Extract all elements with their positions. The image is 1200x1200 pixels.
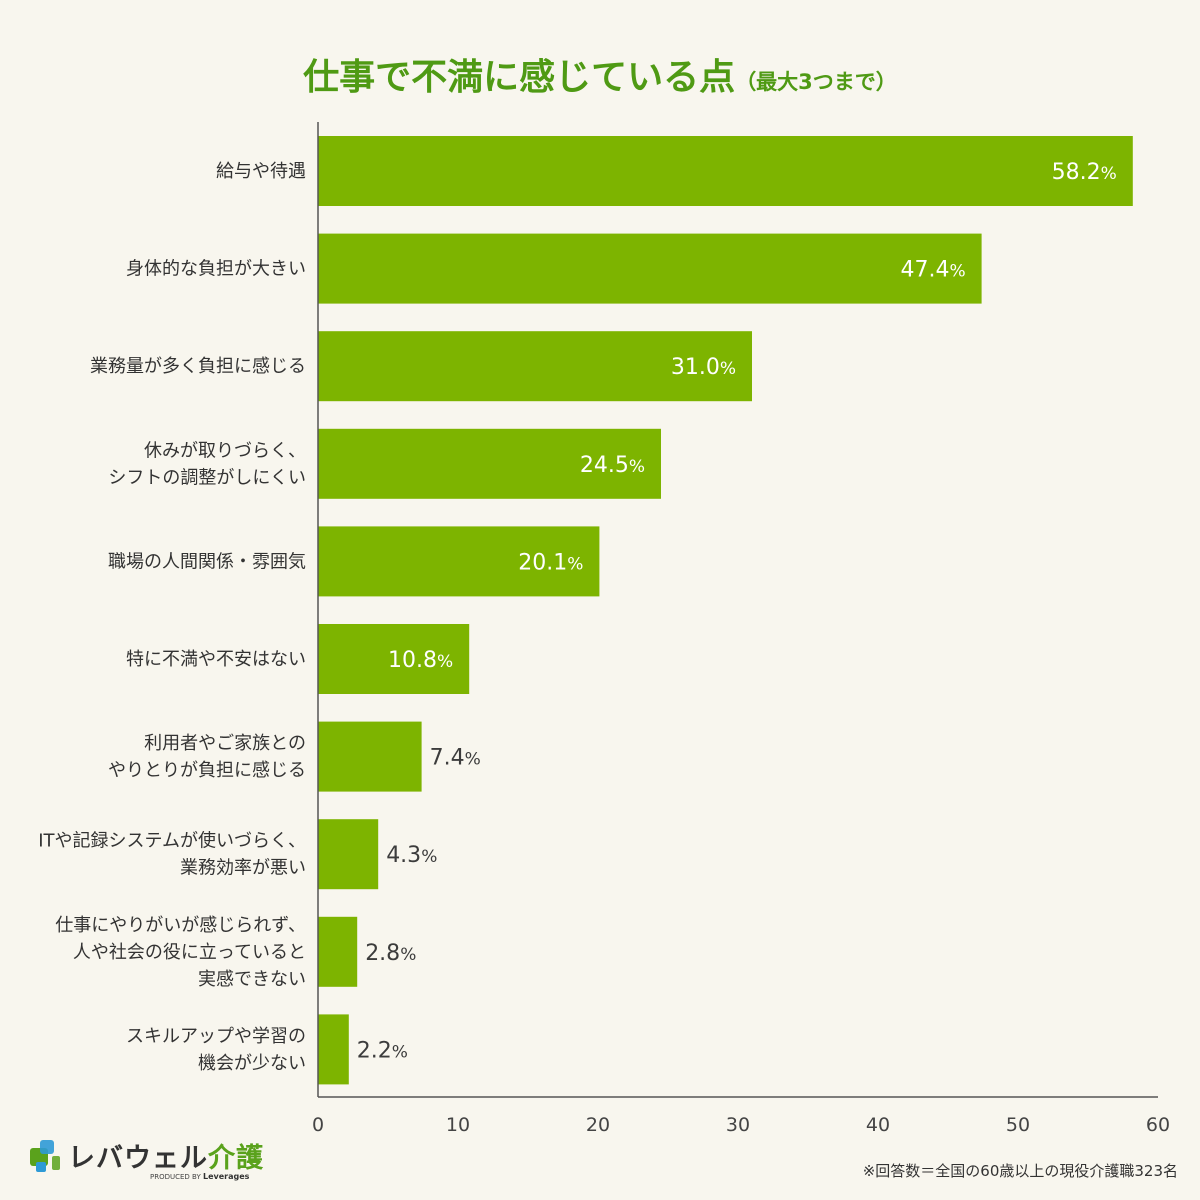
data-label-7: 4.3% bbox=[386, 843, 437, 868]
logo-name: レバウェル bbox=[68, 1143, 208, 1174]
data-label-unit: % bbox=[421, 847, 437, 867]
footnote: ※回答数＝全国の60歳以上の現役介護職323名 bbox=[862, 1162, 1178, 1180]
x-tick-label-0: 0 bbox=[312, 1114, 324, 1136]
category-label-5: 特に不満や不安はない bbox=[126, 649, 306, 670]
bar-5 bbox=[318, 624, 470, 694]
data-label-value: 47.4 bbox=[900, 258, 949, 283]
x-tick-label-3: 30 bbox=[726, 1114, 750, 1136]
category-label-line: 特に不満や不安はない bbox=[126, 649, 306, 670]
category-label-line: 業務量が多く負担に感じる bbox=[90, 356, 306, 377]
logo-icon bbox=[30, 1140, 60, 1172]
data-label-value: 31.0 bbox=[671, 355, 720, 380]
bar-3 bbox=[318, 428, 661, 499]
bar-2 bbox=[318, 331, 752, 402]
bar-8 bbox=[318, 916, 358, 987]
data-label-1: 47.4% bbox=[900, 258, 965, 283]
x-tick-label-5: 50 bbox=[1006, 1114, 1030, 1136]
category-label-line: 職場の人間関係・雰囲気 bbox=[108, 551, 306, 572]
x-tick-label-2: 20 bbox=[586, 1114, 610, 1136]
category-label-line: 機会が少ない bbox=[198, 1053, 306, 1074]
category-label-line: 休みが取りづらく、 bbox=[144, 440, 306, 461]
data-label-value: 7.4 bbox=[430, 746, 465, 771]
category-label-line: 人や社会の役に立っていると bbox=[73, 942, 306, 963]
category-label-line: ITや記録システムが使いづらく、 bbox=[38, 831, 306, 852]
category-label-2: 業務量が多く負担に感じる bbox=[90, 356, 306, 377]
data-label-5: 10.8% bbox=[388, 648, 453, 673]
category-label-line: 給与や待遇 bbox=[216, 161, 306, 182]
category-label-7: ITや記録システムが使いづらく、業務効率が悪い bbox=[38, 831, 306, 879]
category-label-9: スキルアップや学習の機会が少ない bbox=[126, 1026, 306, 1074]
data-label-unit: % bbox=[437, 652, 453, 672]
bar-9 bbox=[318, 1014, 349, 1085]
data-label-6: 7.4% bbox=[430, 746, 481, 771]
bar-0 bbox=[318, 136, 1133, 206]
data-label-unit: % bbox=[567, 554, 583, 574]
data-label-value: 10.8 bbox=[388, 648, 437, 673]
data-label-value: 58.2 bbox=[1052, 160, 1101, 185]
data-label-4: 20.1% bbox=[518, 550, 583, 575]
category-label-line: シフトの調整がしにくい bbox=[108, 467, 306, 488]
category-label-1: 身体的な負担が大きい bbox=[126, 259, 306, 280]
category-label-line: 利用者やご家族との bbox=[144, 733, 306, 754]
category-label-6: 利用者やご家族とのやりとりが負担に感じる bbox=[108, 733, 306, 781]
category-label-4: 職場の人間関係・雰囲気 bbox=[108, 551, 306, 572]
bar-4 bbox=[318, 526, 600, 597]
brand-logo: レバウェル介護 PRODUCED BY Leverages bbox=[28, 1136, 263, 1186]
logo-produced-prefix: PRODUCED BY bbox=[150, 1173, 201, 1181]
data-label-unit: % bbox=[949, 262, 965, 282]
data-label-9: 2.2% bbox=[357, 1038, 408, 1063]
data-label-value: 2.8 bbox=[365, 941, 400, 966]
data-label-value: 4.3 bbox=[386, 843, 421, 868]
data-label-value: 24.5 bbox=[580, 453, 629, 478]
data-label-unit: % bbox=[392, 1042, 408, 1062]
logo-produced-by: PRODUCED BY Leverages bbox=[150, 1172, 249, 1181]
bar-7 bbox=[318, 819, 379, 890]
category-label-line: 身体的な負担が大きい bbox=[126, 259, 306, 280]
data-label-0: 58.2% bbox=[1052, 160, 1117, 185]
data-label-2: 31.0% bbox=[671, 355, 736, 380]
data-label-unit: % bbox=[629, 457, 645, 477]
data-label-value: 2.2 bbox=[357, 1038, 392, 1063]
logo-accent: 介護 bbox=[208, 1143, 264, 1174]
data-label-8: 2.8% bbox=[365, 941, 416, 966]
logo-produced-brand: Leverages bbox=[202, 1172, 250, 1181]
data-label-unit: % bbox=[720, 359, 736, 379]
category-label-line: スキルアップや学習の bbox=[126, 1026, 306, 1047]
category-label-line: 仕事にやりがいが感じられず、 bbox=[55, 915, 306, 936]
category-label-8: 仕事にやりがいが感じられず、人や社会の役に立っていると実感できない bbox=[55, 915, 306, 990]
logo-text: レバウェル介護 bbox=[68, 1136, 264, 1175]
category-label-line: やりとりが負担に感じる bbox=[108, 760, 306, 781]
chart-title: 仕事で不満に感じている点（最大3つまで） bbox=[0, 48, 1200, 100]
x-tick-label-1: 10 bbox=[446, 1114, 470, 1136]
chart-title-main: 仕事で不満に感じている点 bbox=[303, 57, 736, 98]
category-label-line: 業務効率が悪い bbox=[180, 858, 306, 879]
data-label-3: 24.5% bbox=[580, 453, 645, 478]
data-label-value: 20.1 bbox=[518, 550, 567, 575]
x-tick-label-4: 40 bbox=[866, 1114, 890, 1136]
chart-title-sub: （最大3つまで） bbox=[735, 70, 897, 94]
bar-6 bbox=[318, 721, 422, 792]
data-label-unit: % bbox=[465, 750, 481, 770]
category-label-line: 実感できない bbox=[198, 969, 306, 990]
data-label-unit: % bbox=[400, 945, 416, 965]
bar-1 bbox=[318, 233, 982, 304]
category-label-3: 休みが取りづらく、シフトの調整がしにくい bbox=[108, 440, 306, 488]
data-label-unit: % bbox=[1101, 164, 1117, 184]
x-tick-label-6: 60 bbox=[1146, 1114, 1170, 1136]
category-label-0: 給与や待遇 bbox=[216, 161, 306, 182]
